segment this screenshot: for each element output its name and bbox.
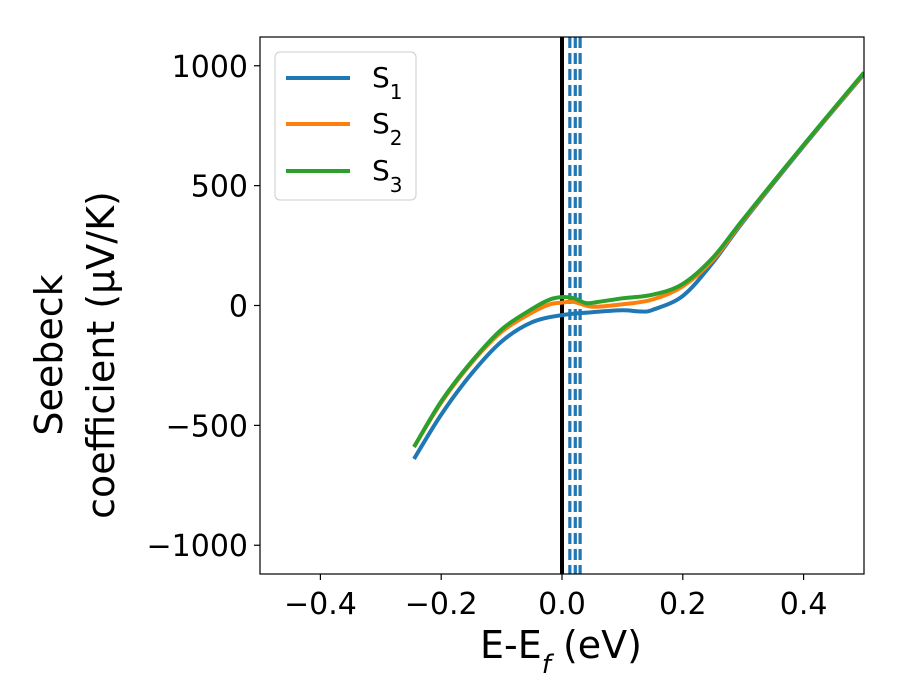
y-tick-label: 0 (229, 290, 248, 325)
y-tick-label: 1000 (172, 50, 248, 85)
x-tick-label: −0.4 (284, 587, 357, 622)
y-tick-label: 500 (191, 170, 248, 205)
x-tick-label: 0.0 (538, 587, 586, 622)
plot-marks (412, 37, 864, 574)
x-tick-label: −0.2 (405, 587, 478, 622)
axes-ticks: −0.4 −0.2 0.0 0.2 0.4 −1000 −500 0 500 1000 (147, 50, 828, 622)
y-tick-label: −1000 (147, 529, 248, 564)
series-line-s1 (412, 72, 864, 460)
series-line-s2 (412, 72, 864, 448)
series-line-s3 (412, 71, 864, 448)
legend: S1 S2 S3 (274, 51, 417, 201)
y-axis-label-line1: Seebeck (27, 274, 71, 435)
legend-label-s2: S2 (372, 107, 403, 150)
y-axis-label-line2: coefficient (μV/K) (79, 191, 123, 519)
y-tick-label: −500 (166, 409, 248, 444)
legend-label-s3: S3 (372, 154, 403, 197)
x-tick-label: 0.2 (659, 587, 707, 622)
legend-label-s1: S1 (372, 61, 403, 104)
x-tick-label: 0.4 (780, 587, 828, 622)
x-axis-label: E-Ef (eV) (480, 623, 642, 680)
